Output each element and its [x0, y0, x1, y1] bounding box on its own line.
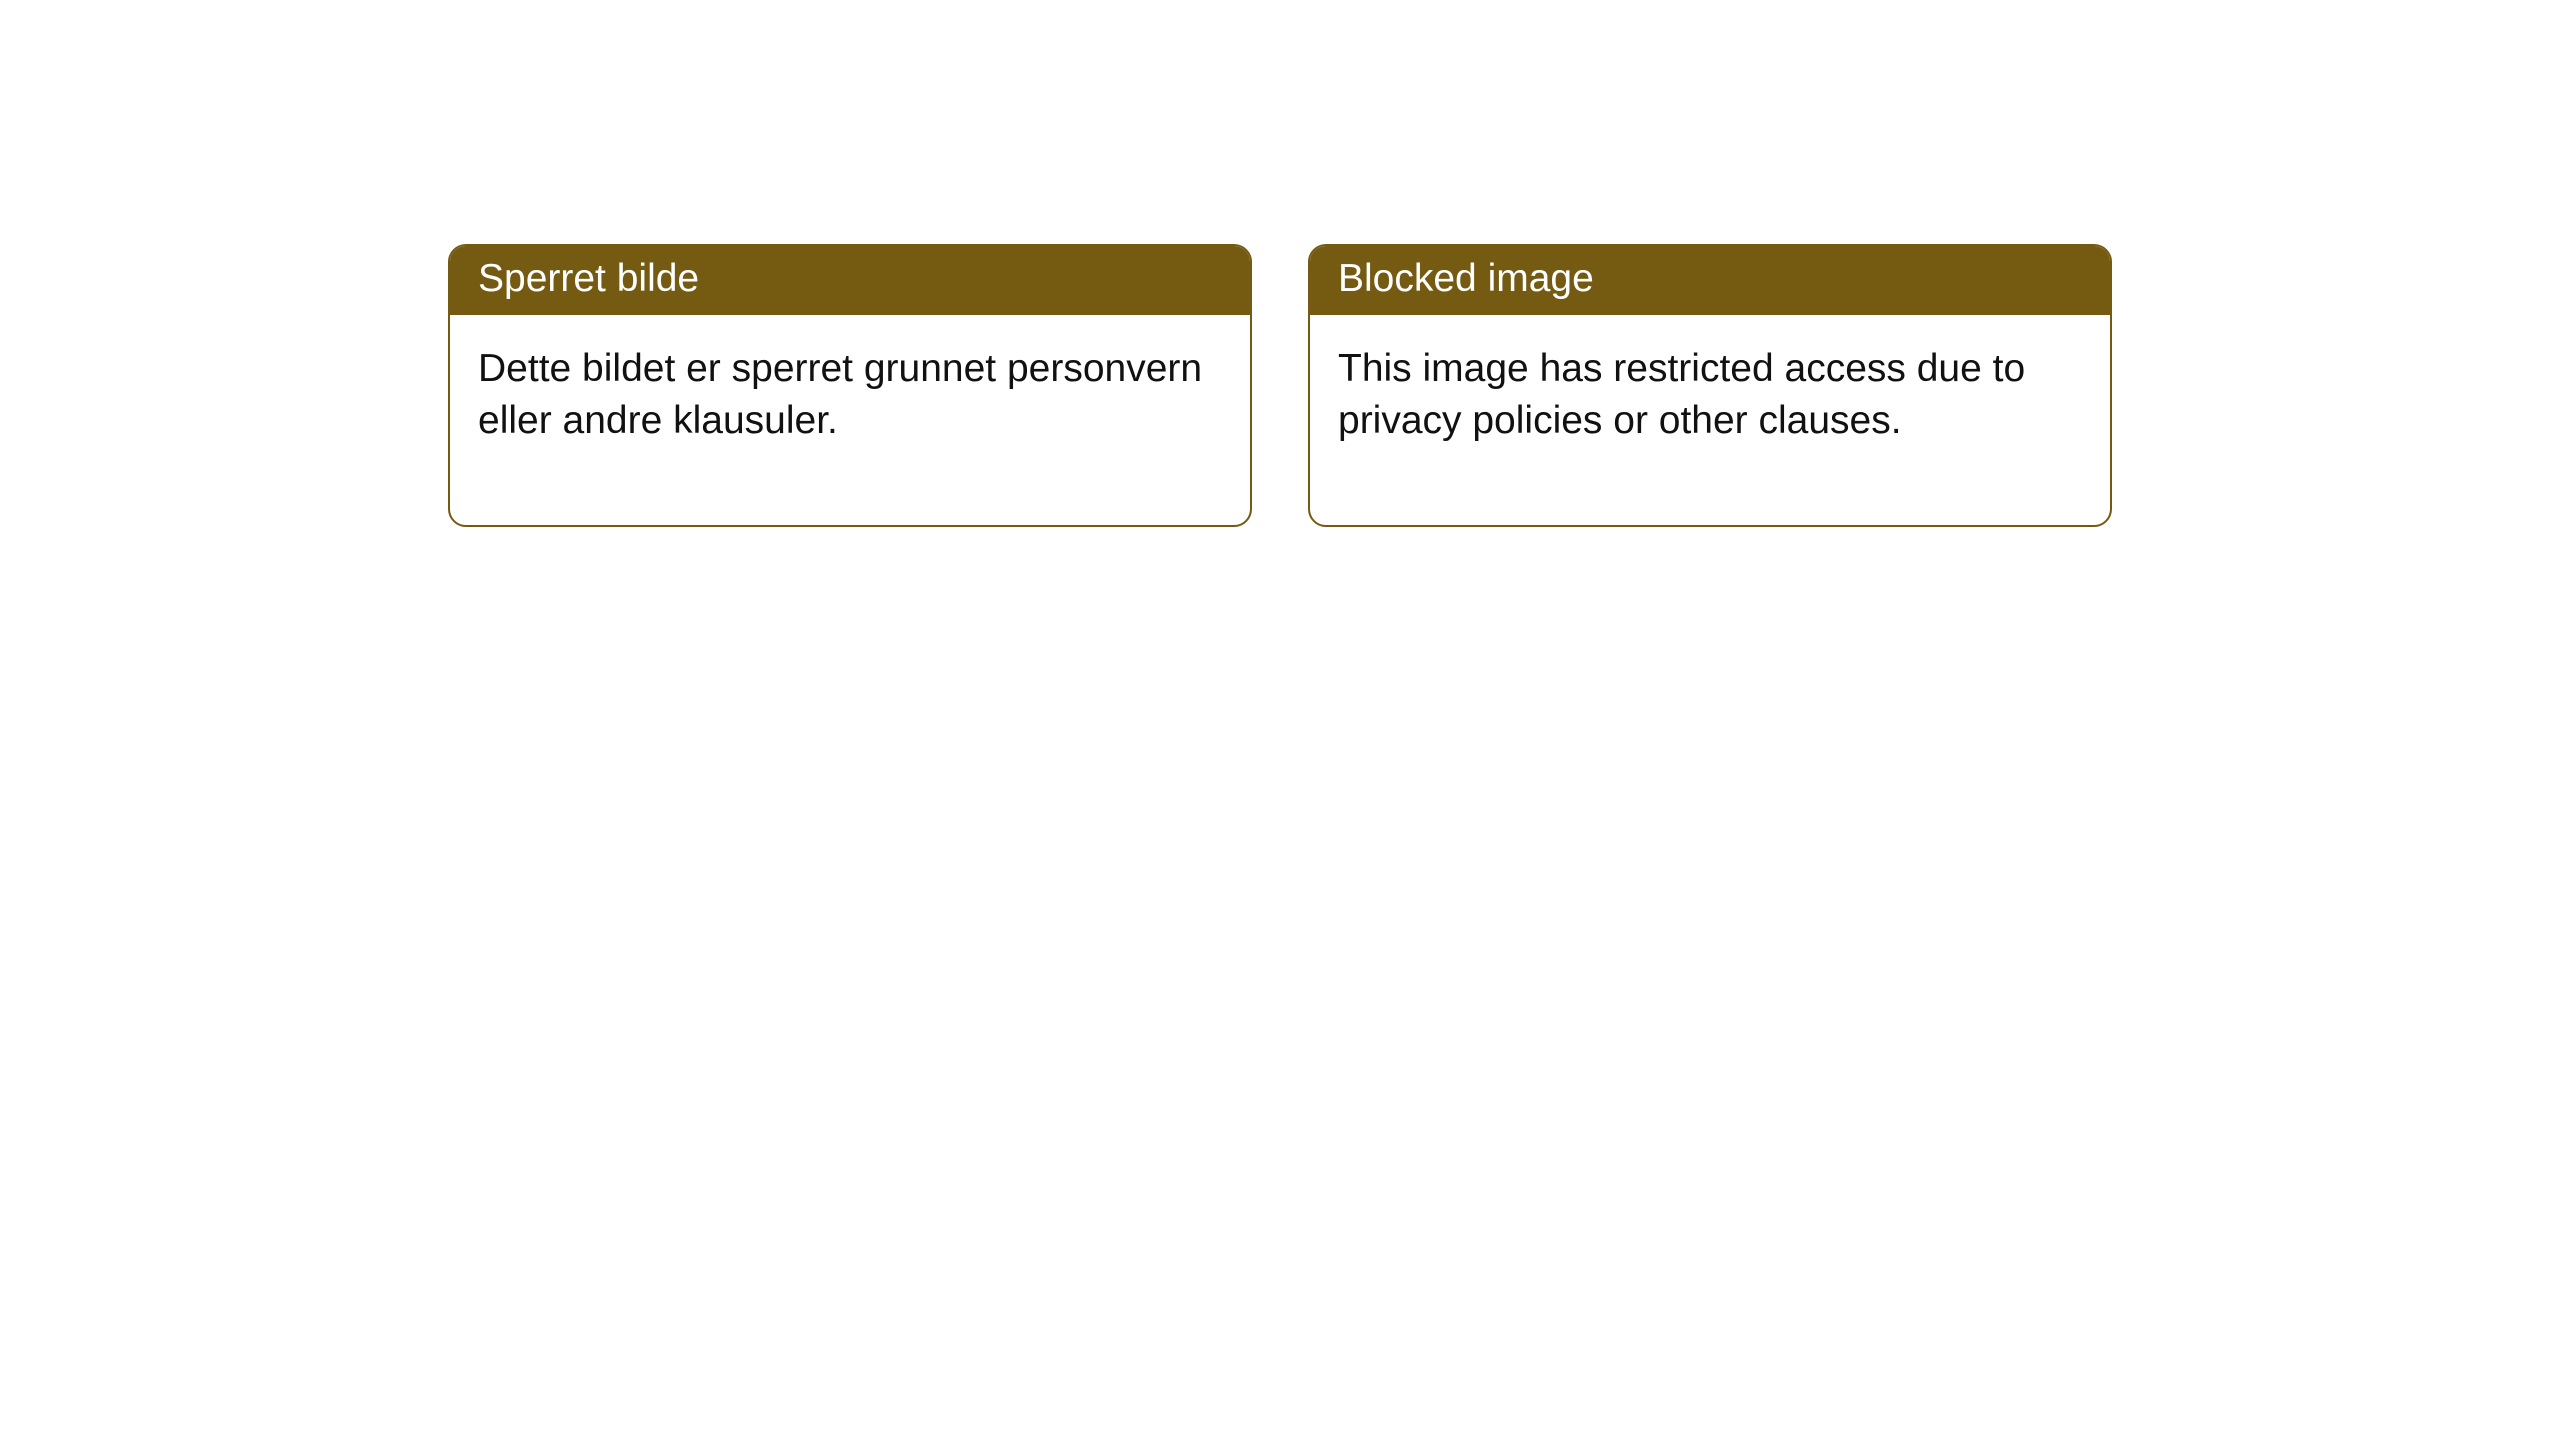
notice-card-norwegian: Sperret bilde Dette bildet er sperret gr…	[448, 244, 1252, 527]
notice-card-body: This image has restricted access due to …	[1310, 315, 2110, 525]
notice-card-english: Blocked image This image has restricted …	[1308, 244, 2112, 527]
notice-card-body: Dette bildet er sperret grunnet personve…	[450, 315, 1250, 525]
notice-card-title: Blocked image	[1310, 246, 2110, 315]
notice-cards-row: Sperret bilde Dette bildet er sperret gr…	[0, 0, 2560, 527]
notice-card-title: Sperret bilde	[450, 246, 1250, 315]
